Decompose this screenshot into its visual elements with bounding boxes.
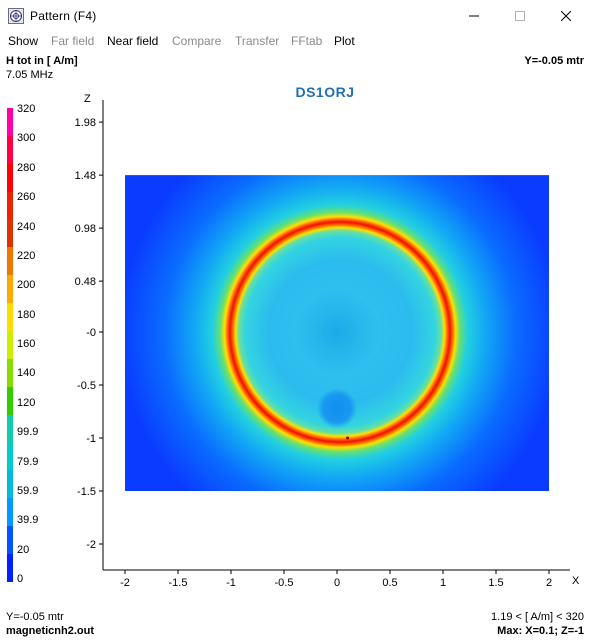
value-range-label: 1.19 < [ A/m] < 320	[491, 611, 584, 623]
color-scale-swatch	[7, 303, 13, 332]
color-scale-swatch	[7, 163, 13, 193]
x-tick-label: 0.5	[382, 577, 397, 589]
x-tick-label: -1	[226, 577, 236, 589]
menu-transfer[interactable]: Transfer	[235, 34, 280, 48]
chart-title: DS1ORJ	[295, 84, 355, 100]
color-scale-label: 260	[17, 191, 36, 204]
x-tick-label: -0.5	[275, 577, 294, 589]
color-scale-swatch	[7, 247, 13, 276]
x-tick-label: -1.5	[169, 577, 188, 589]
menu-fftab[interactable]: FFtab	[291, 34, 323, 48]
x-tick-label: 0	[334, 577, 340, 589]
color-scale-label: 120	[17, 396, 36, 409]
color-scale-label: 59.9	[17, 484, 39, 497]
x-axis-label: X	[572, 575, 580, 587]
color-scale-swatch	[7, 191, 13, 221]
menu-compare[interactable]: Compare	[172, 34, 222, 48]
x-tick-label: 2	[546, 577, 552, 589]
color-scale-label: 20	[17, 543, 30, 556]
color-scale-label: 140	[17, 367, 36, 380]
color-scale-swatch	[7, 414, 13, 444]
menu-near-field[interactable]: Near field	[107, 34, 159, 48]
quantity-label: H tot in [ A/m]	[6, 55, 78, 67]
close-button[interactable]	[543, 0, 589, 32]
maximize-button[interactable]	[497, 0, 543, 32]
color-scale-swatch	[7, 442, 13, 471]
color-scale-swatch	[7, 470, 13, 499]
color-scale-label: 39.9	[17, 514, 39, 527]
menu-plot[interactable]: Plot	[334, 34, 355, 48]
color-scale-label: 0	[17, 573, 24, 585]
color-scale-swatch	[7, 554, 13, 583]
color-scale-swatch	[7, 358, 13, 388]
color-scale-swatch	[7, 331, 13, 360]
color-scale-label: 300	[17, 132, 36, 145]
x-tick-label: -2	[120, 577, 130, 589]
footer-plane-label: Y=-0.05 mtr	[6, 611, 64, 623]
z-tick-label: -2	[86, 539, 96, 551]
color-scale-label: 280	[17, 161, 36, 174]
z-tick-label: 0.48	[75, 276, 96, 288]
x-tick-label: 1	[440, 577, 446, 589]
color-scale-label: 240	[17, 220, 36, 233]
color-scale-swatch	[7, 108, 13, 137]
color-scale-swatch	[7, 498, 13, 527]
color-scale-label: 180	[17, 308, 36, 321]
color-scale-label: 320	[17, 103, 36, 115]
minimize-icon	[469, 15, 479, 17]
z-tick-label: 1.98	[75, 117, 96, 129]
title-bar	[0, 0, 590, 32]
z-tick-label: 0.98	[75, 223, 96, 235]
z-tick-label: -0.5	[77, 380, 96, 392]
color-scale-swatch	[7, 219, 13, 248]
menu-far-field[interactable]: Far field	[51, 34, 95, 48]
z-tick-label: -1.5	[77, 486, 96, 498]
frequency-label: 7.05 MHz	[6, 69, 54, 81]
color-scale-label: 200	[17, 279, 36, 292]
x-tick-label: 1.5	[488, 577, 503, 589]
color-scale-swatch	[7, 386, 13, 416]
color-scale-label: 220	[17, 249, 36, 262]
app-icon	[8, 8, 24, 24]
field-map	[125, 175, 549, 491]
color-scale-bar	[7, 108, 13, 583]
z-tick-label: -1	[86, 433, 96, 445]
color-scale-swatch	[7, 275, 13, 304]
output-filename: magneticnh2.out	[6, 625, 95, 637]
z-tick-label: -0	[86, 327, 96, 339]
axis-ticks: -2 -1.5 -1 -0.5 0 0.5 1 1.5 2 1.98 1.48 0.98 0.48 -0 -…	[75, 117, 552, 589]
color-scale-swatch	[7, 135, 13, 165]
z-tick-label: 1.48	[75, 170, 96, 182]
maximize-icon	[515, 11, 525, 21]
color-scale-swatch	[7, 526, 13, 555]
z-axis-label: Z	[84, 93, 91, 105]
max-location-label: Max: X=0.1; Z=-1	[497, 625, 584, 637]
plane-label: Y=-0.05 mtr	[524, 55, 584, 67]
window-title: Pattern (F4)	[30, 9, 97, 23]
color-scale-label: 79.9	[17, 455, 39, 468]
menu-show[interactable]: Show	[8, 34, 39, 48]
color-scale-label: 160	[17, 338, 36, 350]
center-low-spot	[294, 289, 380, 375]
max-marker	[346, 436, 350, 440]
close-icon	[561, 11, 571, 21]
color-scale-label: 99.9	[17, 426, 39, 439]
feedpoint-spot	[317, 388, 357, 429]
minimize-button[interactable]	[451, 0, 497, 32]
